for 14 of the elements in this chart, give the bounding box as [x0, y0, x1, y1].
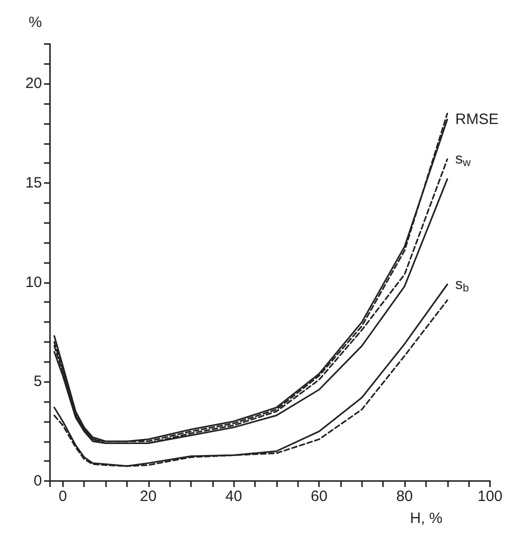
- x-tick-label: 20: [140, 488, 157, 505]
- series-label: RMSE: [455, 110, 499, 128]
- x-axis-title: H, %: [410, 510, 443, 527]
- y-tick-label: 5: [34, 373, 42, 390]
- y-tick-label: 10: [25, 274, 42, 291]
- x-tick-label: 60: [310, 488, 328, 505]
- x-tick-label: 100: [477, 488, 503, 505]
- x-tick-label: 80: [396, 488, 413, 505]
- y-axis-title: %: [28, 14, 42, 31]
- y-tick-label: 0: [34, 472, 42, 490]
- x-tick-label: 40: [225, 488, 242, 505]
- y-tick-label: 20: [25, 75, 42, 92]
- y-tick-label: 15: [25, 174, 42, 192]
- x-tick-label: 0: [58, 488, 67, 505]
